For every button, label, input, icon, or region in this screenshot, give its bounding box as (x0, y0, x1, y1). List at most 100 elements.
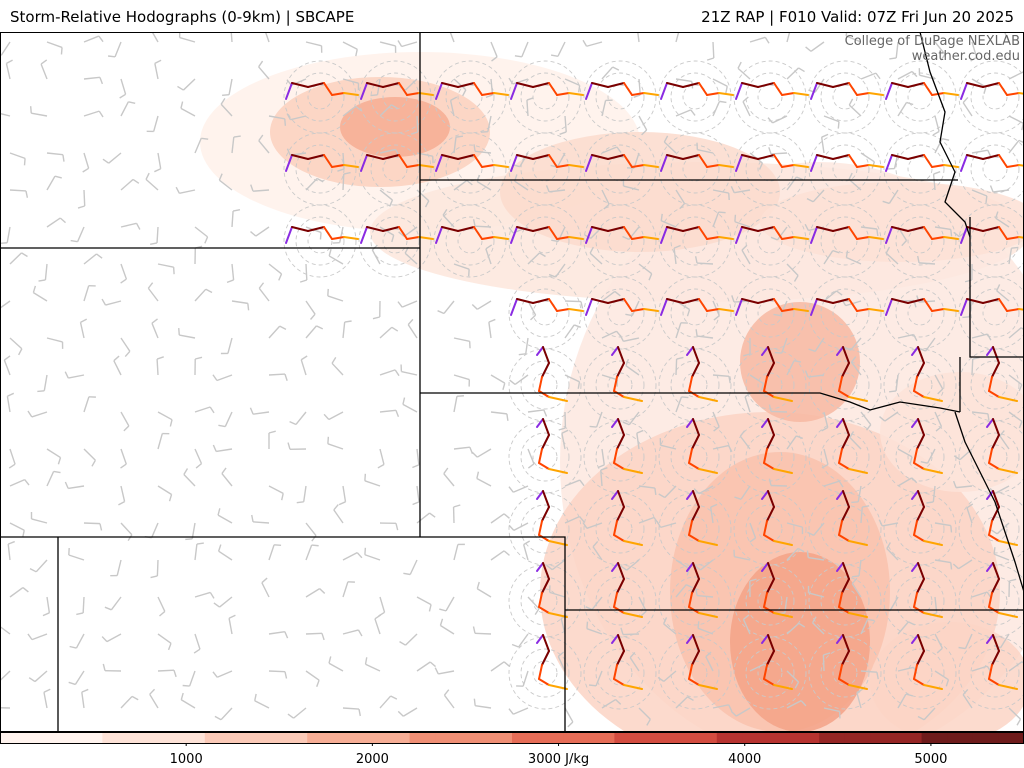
wind-barb (449, 96, 458, 117)
wind-barb (897, 693, 913, 709)
wind-barb (786, 670, 800, 689)
wind-barb (183, 468, 196, 487)
state-border (969, 217, 1024, 358)
wind-barb (806, 550, 825, 561)
wind-barb (305, 544, 319, 561)
sbcape-colorbar (0, 732, 1024, 746)
wind-barb (1003, 32, 1010, 43)
colorbar-tick-label: 3000 J/kg (527, 752, 590, 767)
wind-barb (806, 189, 825, 203)
hodograph (836, 346, 868, 402)
wind-barb (305, 325, 324, 339)
wind-barb (786, 522, 804, 535)
wind-barb (228, 614, 236, 635)
wind-barb (364, 547, 381, 561)
wind-barb (120, 411, 130, 432)
wind-barb (848, 98, 862, 117)
wind-barb (434, 667, 455, 675)
wind-barb (917, 707, 936, 721)
wind-barb (287, 707, 307, 719)
wind-barb (850, 356, 862, 376)
wind-barb (305, 670, 320, 687)
wind-barb (268, 631, 289, 639)
hodograph (761, 490, 793, 546)
wind-barb (774, 337, 788, 354)
wind-barb (64, 481, 85, 490)
hodograph (810, 82, 884, 100)
wind-barb (258, 282, 270, 302)
hodograph (510, 154, 584, 172)
wind-barb (582, 39, 603, 47)
wind-barb (592, 540, 603, 561)
colorbar-segment (537, 732, 564, 744)
hodograph (836, 418, 868, 474)
wind-barb (823, 480, 844, 488)
wind-barb (934, 670, 950, 687)
wind-barb (548, 585, 566, 598)
wind-barb (601, 290, 621, 302)
wind-barb (120, 337, 131, 358)
wind-barb (218, 411, 233, 428)
wind-barb (46, 41, 63, 55)
wind-barb (694, 559, 714, 571)
wind-barb (550, 41, 566, 58)
wind-barb (1008, 115, 1024, 131)
wind-barb (107, 41, 122, 58)
wind-barb (104, 596, 122, 611)
wind-barb (377, 448, 385, 469)
wind-barb (231, 300, 250, 311)
wind-barb (601, 189, 610, 210)
wind-barb (588, 670, 603, 687)
wind-barb (808, 337, 825, 353)
wind-barb (490, 513, 510, 524)
wind-barb (749, 374, 765, 391)
wind-barb (786, 700, 807, 709)
wind-barb (485, 78, 494, 99)
wind-barb (932, 170, 941, 191)
wind-barb (299, 263, 308, 283)
wind-barb (372, 300, 381, 320)
wind-barb (638, 115, 648, 136)
wind-barb (397, 707, 418, 717)
credit-line-1: College of DuPage NEXLAB (844, 34, 1020, 49)
wind-barb (443, 467, 455, 487)
wind-barb (40, 59, 48, 80)
wind-barb (453, 263, 470, 277)
wind-barb (342, 105, 362, 117)
wind-barb (0, 670, 11, 682)
wind-barb (712, 211, 726, 228)
wind-barb (150, 226, 159, 246)
hodograph-rings (283, 60, 1024, 710)
wind-barb (145, 172, 159, 191)
wind-barb (823, 707, 841, 719)
wind-barb (471, 448, 492, 458)
wind-barb (69, 633, 85, 649)
hodograph (810, 226, 884, 244)
wind-barb (786, 547, 805, 561)
cape-contour (730, 552, 870, 732)
wind-barb (212, 670, 233, 678)
wind-barb (0, 226, 11, 245)
hodograph (585, 226, 659, 244)
wind-barb (249, 407, 270, 415)
wind-barb (156, 356, 164, 376)
wind-barb (46, 470, 61, 487)
wind-barb (934, 633, 943, 654)
wind-barb (856, 688, 864, 709)
wind-barb (633, 78, 641, 98)
wind-barb (557, 651, 566, 672)
wind-barb (1008, 578, 1017, 598)
wind-barb (27, 633, 48, 641)
wind-barb (83, 448, 97, 467)
wind-barb (37, 374, 48, 393)
wind-barb (559, 115, 567, 135)
wind-barb (42, 596, 51, 617)
wind-barb (952, 559, 973, 570)
wind-barb (637, 32, 640, 43)
wind-barb (5, 59, 13, 80)
wind-barb (589, 411, 603, 428)
colorbar-segment (332, 732, 359, 744)
wind-barb (268, 670, 288, 679)
wind-barb (561, 429, 569, 450)
wind-barb (971, 411, 990, 421)
